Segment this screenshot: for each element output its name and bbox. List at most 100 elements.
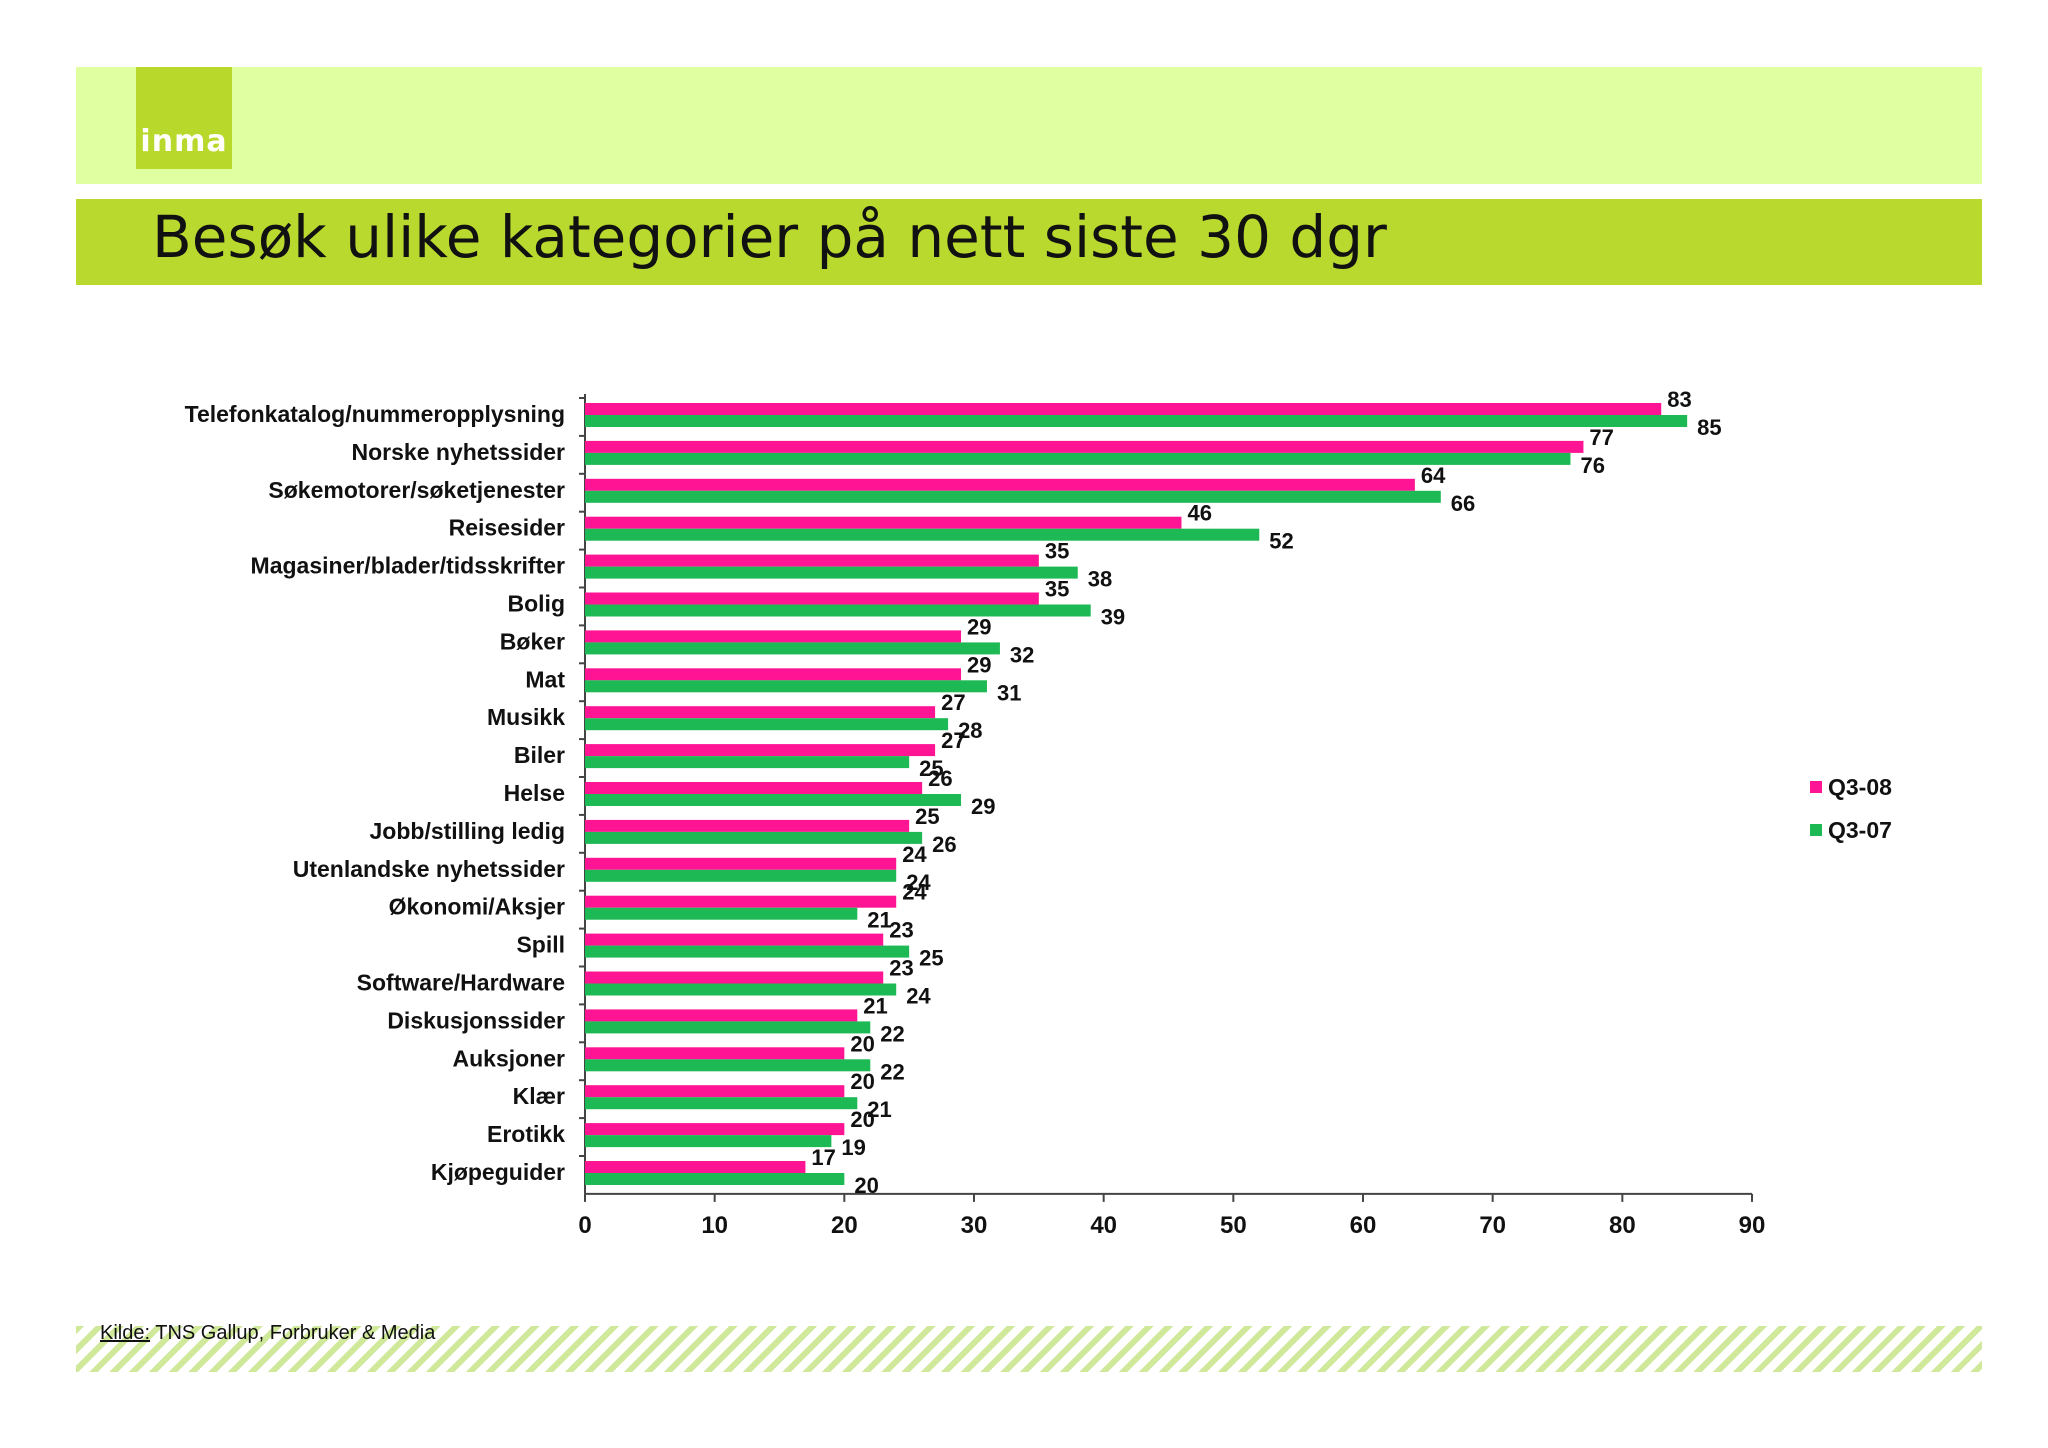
bar-q3-08 <box>585 1123 845 1136</box>
category-label: Diskusjonssider <box>387 1007 565 1033</box>
x-tick-label: 50 <box>1220 1212 1247 1239</box>
category-label: Auksjoner <box>453 1045 566 1071</box>
data-label: 22 <box>880 1021 904 1046</box>
category-label: Bøker <box>500 628 565 654</box>
x-tick-label: 70 <box>1479 1212 1506 1239</box>
category-label: Utenlandske nyhetssider <box>293 856 565 882</box>
bar-q3-07 <box>585 528 1260 541</box>
x-tick-label: 30 <box>961 1212 988 1239</box>
bar-q3-07 <box>585 566 1078 579</box>
data-label: 27 <box>941 690 965 715</box>
data-label: 27 <box>941 728 965 753</box>
bar-q3-08 <box>585 1161 806 1173</box>
x-tick-label: 60 <box>1350 1212 1377 1239</box>
bar-q3-07 <box>585 1059 871 1072</box>
x-tick-label: 90 <box>1739 1212 1766 1239</box>
source-note: Kilde: TNS Gallup, Forbruker & Media <box>100 1322 435 1345</box>
data-label: 46 <box>1187 501 1211 526</box>
data-label: 24 <box>906 984 931 1009</box>
bar-q3-07 <box>585 604 1091 617</box>
data-label: 52 <box>1269 529 1293 554</box>
bar-q3-07 <box>585 1097 858 1110</box>
bar-q3-07 <box>585 680 987 693</box>
bar-q3-08 <box>585 971 884 984</box>
data-label: 19 <box>841 1135 865 1160</box>
bar-q3-07 <box>585 642 1000 655</box>
footer-band <box>76 1326 1982 1372</box>
category-label: Telefonkatalog/nummeropplysning <box>185 401 565 427</box>
bar-q3-08 <box>585 403 1662 415</box>
bar-q3-07 <box>585 415 1688 427</box>
x-tick-label: 80 <box>1609 1212 1636 1239</box>
category-label: Helse <box>504 780 565 806</box>
x-tick-label: 40 <box>1090 1212 1117 1239</box>
data-label: 20 <box>854 1173 878 1198</box>
page-title: Besøk ulike kategorier på nett siste 30 … <box>152 203 1387 271</box>
category-label: Mat <box>525 666 565 692</box>
legend-label: Q3-07 <box>1828 817 1892 843</box>
data-label: 83 <box>1667 387 1691 412</box>
title-band: Besøk ulike kategorier på nett siste 30 … <box>76 199 1982 285</box>
data-label: 35 <box>1045 539 1069 564</box>
bar-q3-08 <box>585 819 910 832</box>
bar-q3-08 <box>585 744 936 757</box>
bar-q3-08 <box>585 933 884 946</box>
category-label: Reisesider <box>449 515 565 541</box>
data-label: 24 <box>902 880 927 905</box>
category-label: Bolig <box>508 591 566 617</box>
data-label: 26 <box>928 766 952 791</box>
category-label: Kjøpeguider <box>431 1159 565 1185</box>
data-label: 39 <box>1101 605 1125 630</box>
bar-q3-08 <box>585 440 1584 453</box>
data-label: 23 <box>889 918 913 943</box>
bar-q3-08 <box>585 857 897 870</box>
data-label: 28 <box>958 718 982 743</box>
bar-q3-07 <box>585 831 923 844</box>
source-text: TNS Gallup, Forbruker & Media <box>150 1322 436 1344</box>
data-label: 17 <box>811 1145 835 1170</box>
data-label: 24 <box>902 842 927 867</box>
category-label: Biler <box>514 742 565 768</box>
data-label: 24 <box>906 870 931 895</box>
bar-q3-07 <box>585 756 910 769</box>
bar-q3-08 <box>585 668 962 681</box>
bar-q3-08 <box>585 592 1039 605</box>
category-label: Musikk <box>487 704 565 730</box>
data-label: 21 <box>867 1097 891 1122</box>
data-label: 21 <box>863 993 887 1018</box>
data-label: 26 <box>932 832 956 857</box>
category-label: Erotikk <box>487 1121 565 1147</box>
bar-q3-08 <box>585 516 1182 529</box>
bar-q3-07 <box>585 452 1571 465</box>
data-label: 25 <box>915 804 939 829</box>
data-label: 29 <box>967 652 991 677</box>
bar-q3-07 <box>585 490 1441 503</box>
bar-q3-08 <box>585 1085 845 1098</box>
bar-q3-07 <box>585 1021 871 1034</box>
legend-label: Q3-08 <box>1828 774 1892 800</box>
category-label: Software/Hardware <box>357 970 565 996</box>
category-label: Magasiner/blader/tidsskrifter <box>251 553 565 579</box>
bar-q3-07 <box>585 794 962 806</box>
legend-swatch-q3-08 <box>1810 781 1822 793</box>
legend-swatch-q3-07 <box>1810 824 1822 836</box>
data-label: 20 <box>850 1107 874 1132</box>
data-label: 77 <box>1589 425 1613 450</box>
data-label: 32 <box>1010 642 1034 667</box>
data-label: 64 <box>1421 463 1446 488</box>
data-label: 20 <box>850 1069 874 1094</box>
bar-q3-07 <box>585 945 910 958</box>
bar-q3-07 <box>585 983 897 996</box>
data-label: 23 <box>889 956 913 981</box>
category-label: Økonomi/Aksjer <box>389 894 565 920</box>
data-label: 31 <box>997 680 1021 705</box>
bar-q3-07 <box>585 869 897 882</box>
logo-text: inma <box>140 124 228 159</box>
bar-q3-08 <box>585 478 1415 491</box>
category-label: Norske nyhetssider <box>352 439 566 465</box>
category-label: Spill <box>516 932 565 958</box>
data-label: 22 <box>880 1059 904 1084</box>
bar-q3-08 <box>585 1009 858 1022</box>
inma-logo: inma <box>136 67 232 169</box>
